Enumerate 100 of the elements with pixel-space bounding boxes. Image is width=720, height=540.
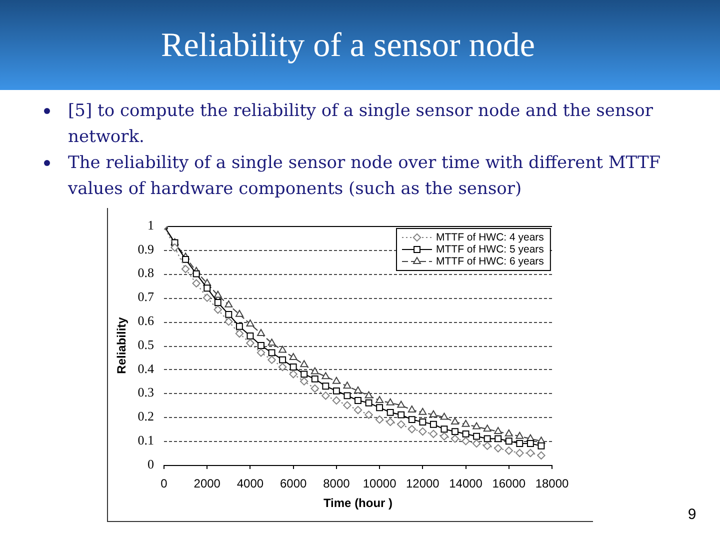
text: The reliability of a single sensor node over time with different MTTF values of hardware components (such as the sensor): [68, 152, 662, 201]
point: [300, 370, 308, 378]
point: [516, 448, 524, 458]
point: [290, 364, 297, 370]
point: [278, 362, 287, 372]
point: [300, 360, 308, 368]
point: [376, 404, 384, 412]
point: [203, 294, 212, 302]
x-tick-label: 12000: [406, 476, 440, 491]
point: [289, 352, 298, 360]
point: [364, 391, 373, 398]
point: [397, 400, 406, 408]
point: [225, 310, 232, 318]
point: [236, 322, 243, 330]
point: [483, 424, 492, 432]
point: [182, 256, 190, 263]
y-tick-label: 0.4: [138, 360, 154, 376]
point: [418, 427, 427, 436]
x-axis-title: Time (hour ): [323, 496, 393, 510]
point: [398, 411, 405, 418]
point: [365, 399, 372, 406]
point: [504, 446, 513, 455]
x-tick-label: 14000: [449, 476, 483, 491]
point: [408, 425, 416, 434]
point: [494, 435, 502, 442]
y-tick-label: 0.3: [138, 384, 154, 400]
point: [462, 420, 470, 427]
point: [354, 397, 362, 404]
point: [322, 392, 330, 400]
point: [192, 279, 200, 288]
point: [246, 332, 254, 340]
point: [516, 440, 524, 447]
point: [484, 435, 491, 442]
point: [311, 375, 318, 382]
x-tick-label: 10000: [362, 476, 397, 491]
point: [505, 438, 512, 445]
point: [354, 406, 362, 414]
point: [170, 243, 179, 252]
point: [235, 329, 244, 338]
text: 9: [686, 506, 698, 523]
legend-label: MTTF of HWC: 5 years: [436, 243, 544, 256]
point: [235, 310, 244, 317]
text: [5] to compute the reliability of a single sensor node and the sensor network.: [68, 100, 654, 149]
x-tick-label: 16000: [492, 476, 526, 491]
point: [386, 408, 394, 416]
point: [386, 418, 394, 426]
x-tick-label: 6000: [280, 476, 308, 491]
point: [246, 319, 254, 326]
point: [494, 427, 502, 434]
point: [364, 410, 373, 419]
x-tick-label: 0: [160, 476, 168, 491]
point: [258, 342, 264, 349]
point: [224, 300, 233, 308]
point: [332, 396, 341, 405]
y-tick-label: 0.7: [138, 289, 154, 304]
y-tick-label: 0.6: [138, 313, 154, 328]
point: [452, 428, 458, 436]
y-tick-label: 0.5: [138, 336, 154, 352]
point: [310, 384, 319, 393]
point: [214, 306, 222, 314]
point: [472, 422, 481, 430]
point: [204, 284, 211, 292]
point: [268, 338, 276, 346]
point: [375, 415, 384, 424]
point: [526, 440, 534, 447]
point: [246, 339, 254, 348]
point: [537, 451, 546, 460]
point: [278, 346, 287, 353]
x-tick-label: 18000: [535, 476, 570, 491]
point: [418, 408, 427, 415]
point: [451, 417, 459, 424]
y-tick-label: 0.2: [138, 408, 154, 424]
y-tick-label: 0.9: [138, 241, 154, 256]
point: [440, 426, 448, 433]
point: [429, 430, 438, 438]
legend-label: MTTF of HWC: 6 years: [436, 255, 544, 268]
point: [504, 429, 513, 436]
y-axis-title: Reliability: [114, 316, 129, 374]
point: [376, 396, 384, 403]
point: [214, 290, 222, 298]
point: [440, 432, 448, 440]
point: [516, 432, 524, 439]
point: [322, 372, 330, 380]
point: [419, 418, 426, 426]
point: [483, 442, 492, 450]
legend-label: MTTF of HWC: 4 years: [436, 231, 544, 244]
y-tick-label: 0.8: [138, 265, 154, 280]
point: [450, 434, 460, 443]
point: [440, 412, 448, 420]
point: [538, 442, 545, 450]
point: [332, 376, 340, 384]
point: [268, 349, 276, 356]
point: [408, 416, 416, 424]
y-tick-label: 0.1: [138, 432, 154, 448]
point: [224, 318, 233, 326]
point: [192, 270, 200, 278]
point: [386, 398, 394, 406]
point: [300, 377, 308, 386]
point: [430, 420, 437, 428]
chart-title: Reliability of a sensor node: [160, 26, 536, 66]
